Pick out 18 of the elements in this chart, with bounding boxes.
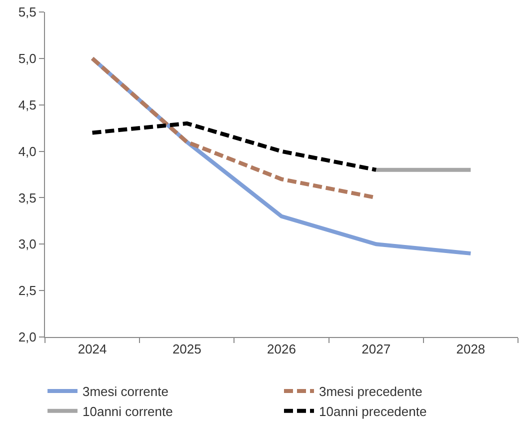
x-tick-label: 2024 (78, 342, 107, 357)
legend-label: 3mesi precedente (319, 384, 422, 400)
x-tick-label: 2027 (362, 342, 391, 357)
x-tick-label: 2028 (456, 342, 486, 357)
legend-label: 10anni precedente (319, 404, 427, 419)
line-series (90, 121, 378, 172)
y-tick-label: 5,5 (18, 4, 36, 20)
y-tick-label: 2,0 (18, 330, 36, 345)
y-tick-label: 2,5 (18, 283, 36, 298)
y-tick-label: 5,0 (18, 50, 36, 66)
y-tick-label: 4,0 (18, 144, 36, 159)
x-tick-label: 2025 (172, 342, 202, 357)
legend-label: 3mesi corrente (82, 384, 168, 400)
y-tick-label: 4,5 (18, 97, 36, 112)
y-tick-label: 3,0 (18, 236, 36, 252)
y-tick-label: 3,5 (18, 190, 36, 206)
x-tick-label: 2026 (267, 342, 296, 357)
legend-label: 10anni corrente (82, 404, 173, 419)
